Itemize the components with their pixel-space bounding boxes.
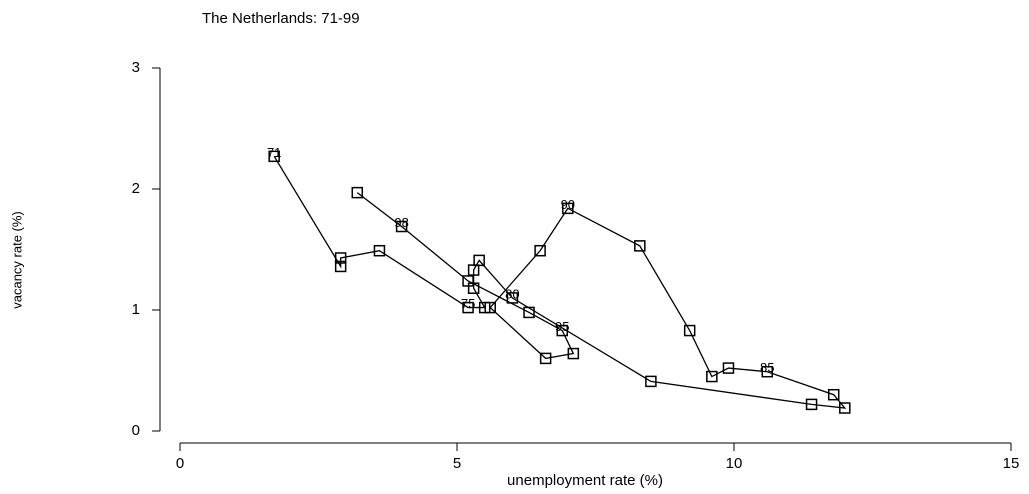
point-marker <box>827 388 840 401</box>
point-marker <box>539 352 552 365</box>
point-marker <box>373 244 386 257</box>
y-tick-label: 0 <box>132 422 140 439</box>
y-tick-label: 2 <box>132 180 140 197</box>
point-label: 90 <box>561 197 575 212</box>
point-marker <box>484 301 496 314</box>
point-marker <box>351 186 364 199</box>
point-label: 95 <box>555 319 569 334</box>
point-marker <box>805 398 818 411</box>
point-label: 75 <box>461 296 475 311</box>
point-marker <box>334 260 347 273</box>
point-marker <box>634 240 646 252</box>
y-tick-label: 3 <box>132 59 140 76</box>
x-axis-label: unemployment rate (%) <box>507 472 663 489</box>
chart-title: The Netherlands: 71-99 <box>202 10 360 27</box>
x-tick-label: 5 <box>453 455 461 472</box>
point-marker <box>722 362 735 374</box>
y-axis-label: vacancy rate (%) <box>9 211 24 309</box>
point-marker <box>706 370 718 383</box>
point-marker <box>268 150 280 163</box>
point-marker <box>523 306 535 319</box>
point-marker <box>395 220 408 233</box>
x-tick-label: 0 <box>176 455 184 472</box>
point-marker <box>334 252 347 264</box>
point-marker <box>761 365 773 378</box>
point-marker <box>683 324 696 337</box>
point-marker <box>556 324 569 337</box>
point-label: 80 <box>505 286 519 301</box>
point-label: 85 <box>760 360 774 375</box>
point-marker <box>473 254 485 267</box>
point-marker <box>462 275 474 287</box>
point-marker <box>462 301 474 314</box>
point-marker <box>534 244 546 257</box>
point-marker <box>567 347 580 360</box>
point-marker <box>645 375 657 388</box>
point-marker <box>839 402 851 414</box>
point-marker <box>562 202 574 215</box>
point-marker <box>506 292 519 304</box>
point-label: 98 <box>394 215 408 230</box>
y-tick-label: 1 <box>132 301 140 318</box>
x-tick-label: 10 <box>726 455 743 472</box>
x-tick-label: 15 <box>1003 455 1020 472</box>
point-label: 71 <box>267 145 281 160</box>
